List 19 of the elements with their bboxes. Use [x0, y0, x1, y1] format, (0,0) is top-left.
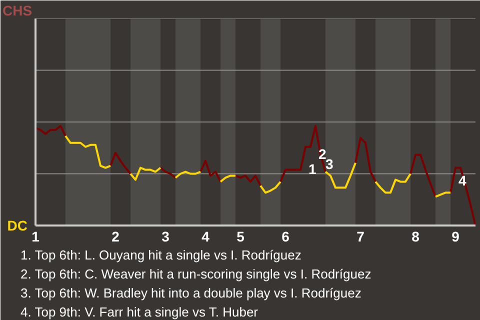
- annotation: 2: [318, 146, 326, 162]
- x-tick-label: 6: [282, 228, 290, 244]
- x-tick-label: 2: [112, 228, 120, 244]
- text: CHS: [2, 2, 32, 18]
- x-tick-label: 9: [452, 228, 460, 244]
- annotation: 1: [308, 160, 316, 177]
- x-tick-label: 7: [356, 228, 365, 244]
- x-tick-label: 8: [412, 228, 420, 244]
- x-tick-label: 4: [202, 228, 210, 244]
- text: 3. Top 6th: W. Bradley hit into a double play vs I. Rodríguez: [20, 286, 362, 300]
- text: 4. Top 9th: V. Farr hit a single vs T. Huber: [20, 304, 259, 320]
- text: DC: [7, 218, 28, 234]
- x-tick-label: 3: [162, 228, 170, 244]
- annotation: 3: [326, 156, 334, 172]
- x-tick-label: 5: [236, 228, 245, 244]
- annotation: 4: [458, 172, 466, 189]
- text: 2. Top 6th: C. Weaver hit a run-scoring single vs I. Rodríguez: [20, 266, 372, 282]
- x-tick-label: 1: [32, 228, 40, 244]
- text: 1. Top 6th: L. Ouyang hit a single vs I. Rodríguez: [20, 248, 302, 262]
